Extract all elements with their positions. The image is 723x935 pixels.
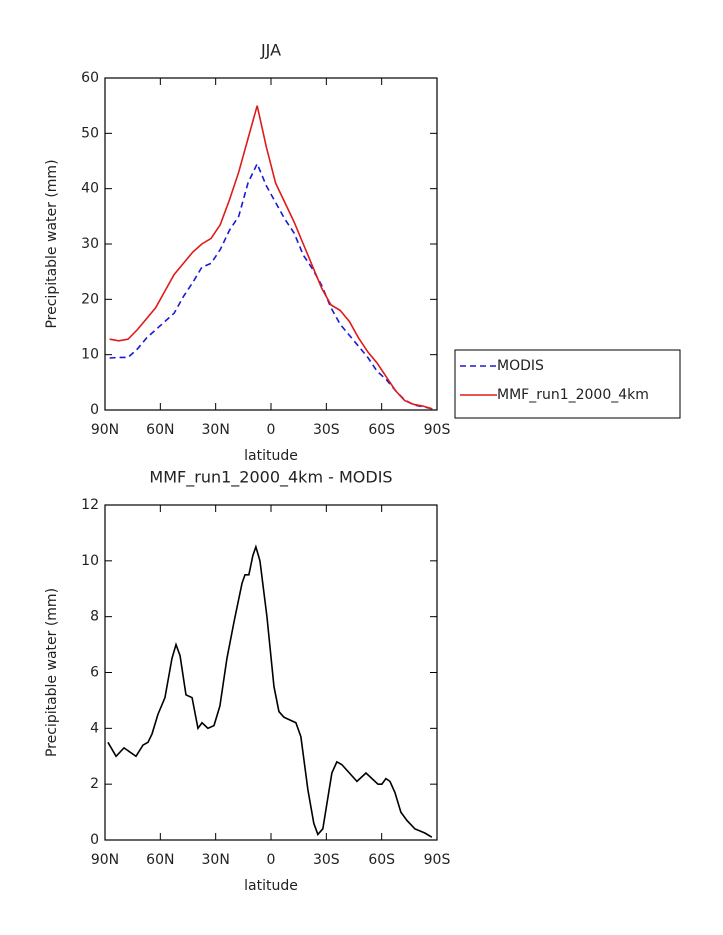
x-tick-label: 90S <box>424 852 451 868</box>
y-tick-label: 60 <box>81 70 99 86</box>
y-tick-label: 10 <box>81 347 99 363</box>
y-axis-label: Precipitable water (mm) <box>44 588 60 757</box>
y-tick-label: 8 <box>90 609 99 625</box>
data-line <box>109 161 433 410</box>
y-tick-label: 40 <box>81 181 99 197</box>
y-tick-label: 20 <box>81 291 99 307</box>
plot-frame <box>104 504 438 841</box>
x-tick-label: 90N <box>91 852 119 868</box>
x-tick-label: 0 <box>267 422 276 438</box>
y-tick-label: 6 <box>90 665 99 681</box>
x-tick-label: 60N <box>146 852 174 868</box>
x-tick-label: 30S <box>313 422 340 438</box>
y-axis-label: Precipitable water (mm) <box>44 159 60 328</box>
chart-title: JJA <box>260 41 281 60</box>
plot-frame <box>104 77 438 411</box>
y-tick-label: 0 <box>90 402 99 418</box>
data-line <box>109 105 433 410</box>
y-tick-label: 2 <box>90 776 99 792</box>
y-tick-label: 12 <box>81 497 99 513</box>
chart-title: MMF_run1_2000_4km - MODIS <box>149 468 392 488</box>
y-tick-label: 10 <box>81 553 99 569</box>
y-tick-label: 0 <box>90 832 99 848</box>
y-tick-label: 4 <box>90 720 99 736</box>
legend-box <box>454 349 681 419</box>
x-tick-label: 30S <box>313 852 340 868</box>
x-tick-label: 60S <box>368 852 395 868</box>
x-tick-label: 0 <box>267 852 276 868</box>
x-axis-label: latitude <box>244 878 298 894</box>
legend-label: MODIS <box>497 358 544 374</box>
legend-label: MMF_run1_2000_4km <box>497 387 649 403</box>
data-line <box>107 544 433 838</box>
x-tick-label: 60N <box>146 422 174 438</box>
x-axis-label: latitude <box>244 448 298 464</box>
y-tick-label: 50 <box>81 125 99 141</box>
x-tick-label: 30N <box>202 852 230 868</box>
x-tick-label: 90S <box>424 422 451 438</box>
x-tick-label: 60S <box>368 422 395 438</box>
y-tick-label: 30 <box>81 236 99 252</box>
x-tick-label: 90N <box>91 422 119 438</box>
x-tick-label: 30N <box>202 422 230 438</box>
